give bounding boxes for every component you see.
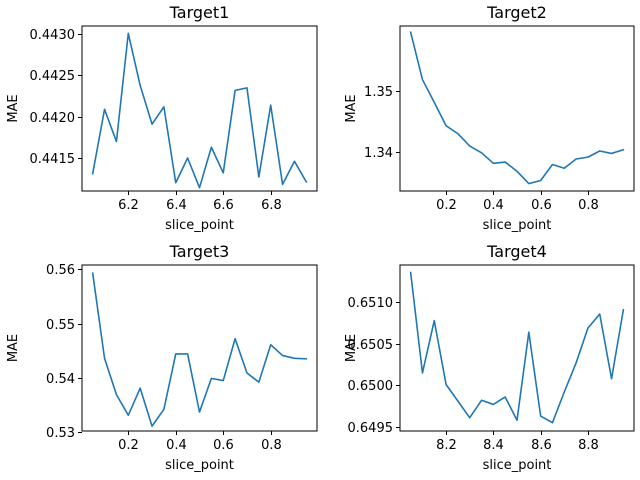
panel-4-x-tick-label: 8.8 <box>578 438 599 453</box>
panel-1-y-tick-label: 0.4420 <box>30 111 76 126</box>
panel-2-axes-frame <box>399 25 635 192</box>
panel-4-series-line-1 <box>409 271 625 424</box>
panel-1-x-tick-label: 6.6 <box>213 198 234 213</box>
panel-2-title: Target2 <box>486 3 547 22</box>
panel-4-y-tick-label: 0.6500 <box>348 379 394 394</box>
panel-1-y-tick-label: 0.4425 <box>30 69 76 84</box>
panel-4-y-axis-title: MAE <box>344 334 359 362</box>
panel-4-x-axis-title: slice_point <box>483 458 552 473</box>
panel-1-axes-frame <box>81 25 318 192</box>
panel-1-y-tick-label: 0.4415 <box>30 152 76 167</box>
panel-3-x-tick-label: 0.6 <box>213 438 234 453</box>
panel-1-y-tick-label: 0.4430 <box>30 28 76 43</box>
panel-1-x-tick-label: 6.8 <box>261 198 282 213</box>
panel-1-series-line-1 <box>91 32 308 189</box>
panel-3-title: Target3 <box>169 242 230 261</box>
panel-4-y-tick-label: 0.6495 <box>348 421 394 436</box>
panel-2-x-tick-label: 0.4 <box>483 198 504 213</box>
panel-1-title: Target1 <box>169 3 230 22</box>
panel-3-y-tick-label: 0.55 <box>46 318 75 333</box>
panel-2-y-axis-title: MAE <box>344 94 359 122</box>
panel-4-title: Target4 <box>486 242 547 261</box>
panel-3-y-tick-label: 0.53 <box>46 426 75 441</box>
panel-1-x-axis-title: slice_point <box>165 218 234 233</box>
panel-3-y-axis-title: MAE <box>6 334 21 362</box>
panel-3-x-axis-title: slice_point <box>165 458 234 473</box>
panel-2-y-tick-label: 1.34 <box>364 146 393 161</box>
panel-3-y-tick-label: 0.56 <box>46 263 75 278</box>
panel-4-axes-frame <box>399 264 635 432</box>
panel-2-x-tick-label: 0.2 <box>436 198 457 213</box>
panel-3-x-tick-label: 0.2 <box>118 438 139 453</box>
panel-3-series-line-1 <box>91 272 308 427</box>
panel-4-x-tick-label: 8.6 <box>531 438 552 453</box>
panel-1-y-axis-title: MAE <box>6 94 21 122</box>
panel-1-x-tick-label: 6.4 <box>166 198 187 213</box>
panel-4-y-tick-label: 0.6505 <box>348 338 394 353</box>
panel-3-x-tick-label: 0.8 <box>261 438 282 453</box>
panel-2-y-tick-label: 1.35 <box>364 85 393 100</box>
panel-2-x-tick-label: 0.6 <box>531 198 552 213</box>
panel-3-x-tick-label: 0.4 <box>166 438 187 453</box>
panel-2-series-line-1 <box>409 31 625 185</box>
panel-2-x-tick-label: 0.8 <box>578 198 599 213</box>
panel-4-y-tick-label: 0.6510 <box>348 296 394 311</box>
panel-3-y-tick-label: 0.54 <box>46 372 75 387</box>
panel-2-x-axis-title: slice_point <box>483 218 552 233</box>
panel-4-x-tick-label: 8.2 <box>436 438 457 453</box>
panel-4-x-tick-label: 8.4 <box>483 438 504 453</box>
panel-1-x-tick-label: 6.2 <box>118 198 139 213</box>
panel-3-axes-frame <box>81 264 318 432</box>
